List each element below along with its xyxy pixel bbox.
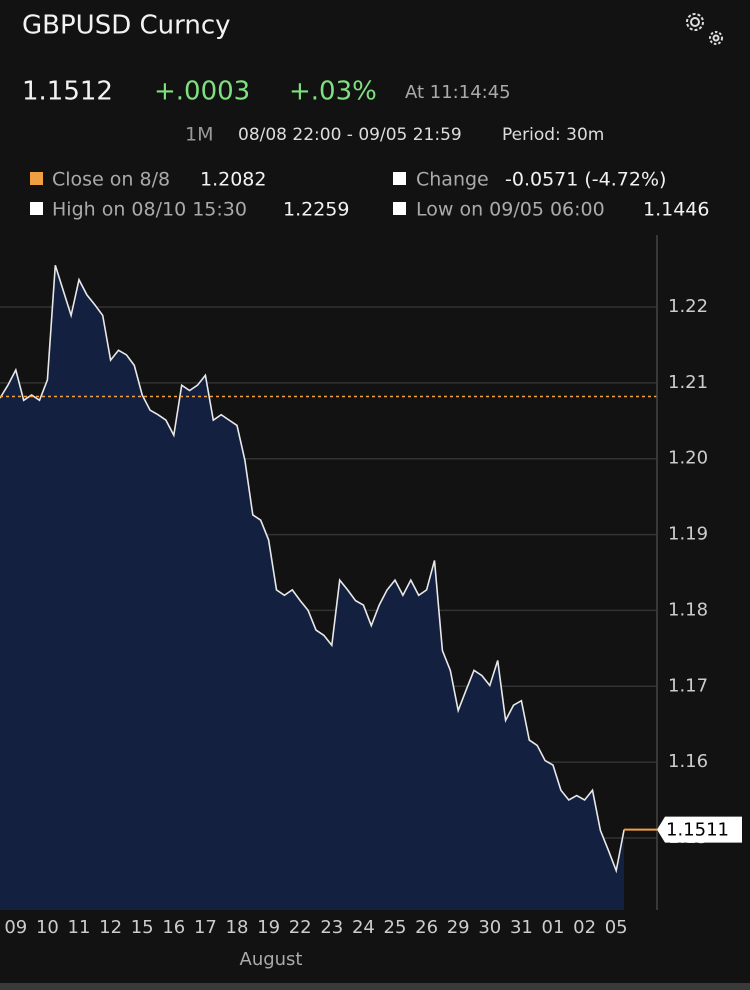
x-tick-label: 23 [320,917,343,938]
area [0,265,625,910]
stat-label: Close on 8/8 [52,169,170,191]
x-tick-label: 30 [478,917,501,938]
plot: 1.151.161.171.181.191.201.211.2209101112… [0,235,742,970]
legend-swatch [393,202,406,215]
x-tick-label: 19 [257,917,280,938]
y-tick-label: 1.22 [668,296,708,317]
x-tick-label: 11 [68,917,91,938]
y-tick-label: 1.21 [668,372,708,393]
stat-value: -0.0571 (-4.72%) [505,169,666,191]
stat-label: Change [416,169,489,191]
x-tick-label: 16 [162,917,185,938]
x-tick-label: 31 [510,917,533,938]
x-tick-label: 10 [36,917,59,938]
stat-label: High on 08/10 15:30 [52,199,247,221]
time: At 11:14:45 [405,82,511,103]
x-tick-label: 12 [99,917,122,938]
bottom-bar [0,983,750,990]
range-span: 08/08 22:00 - 09/05 21:59 [238,125,462,145]
y-tick-label: 1.18 [668,599,708,620]
stat-value: 1.1446 [643,199,709,221]
stat-value: 1.2082 [200,169,266,191]
price: 1.1512 [22,77,113,107]
last-value-box [657,816,742,843]
line [0,265,625,874]
stat-value: 1.2259 [283,199,349,221]
x-tick-label: 15 [131,917,154,938]
x-tick-label: 01 [542,917,565,938]
x-tick-label: 09 [4,917,27,938]
x-tick-label: 29 [447,917,470,938]
range-button[interactable]: 1M [185,124,213,146]
title: GBPUSD Curncy [22,11,231,41]
x-tick-label: 17 [194,917,217,938]
y-tick-label: 1.16 [668,751,708,772]
x-tick-label: 18 [226,917,249,938]
legend-swatch [30,202,43,215]
x-tick-label: 05 [605,917,628,938]
last-value-label: 1.1511 [666,820,729,841]
x-tick-label: 26 [415,917,438,938]
y-tick-label: 1.19 [668,524,708,545]
legend-swatch [30,172,43,185]
change: +.0003 [154,77,250,107]
y-tick-label: 1.20 [668,448,708,469]
y-tick-label: 1.17 [668,675,708,696]
change-pct: +.03% [289,77,377,107]
x-axis-label: August [240,949,303,970]
stat-label: Low on 09/05 06:00 [416,199,605,221]
x-tick-label: 24 [352,917,375,938]
x-tick-label: 25 [384,917,407,938]
x-tick-label: 02 [573,917,596,938]
legend-swatch [393,172,406,185]
settings-icon[interactable] [686,13,723,45]
x-tick-label: 22 [289,917,312,938]
period: Period: 30m [502,125,604,145]
